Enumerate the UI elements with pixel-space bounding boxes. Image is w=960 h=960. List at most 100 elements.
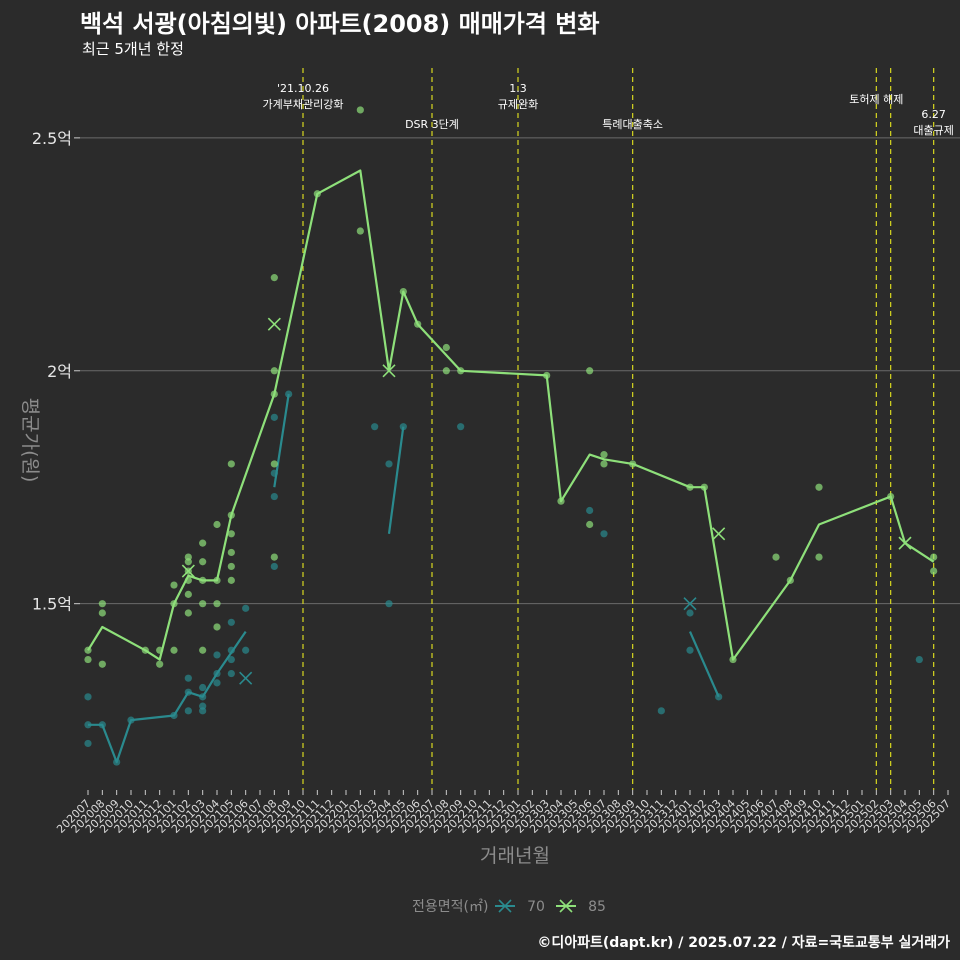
data-point [170,646,178,654]
event-label: DSR 3단계 [405,118,459,131]
data-point [815,483,823,491]
y-tick-label: 2억 [47,362,72,381]
data-point [227,460,235,468]
mean-marker [683,597,697,611]
event-label: 6.27 [921,108,946,121]
mean-marker-stroke [683,597,697,611]
mean-marker [712,527,726,541]
data-point [385,600,393,608]
data-point [227,669,235,678]
data-point [930,553,938,561]
data-point [442,343,450,352]
data-point [399,423,407,431]
event-label: 가계부채관리강화 [263,98,344,111]
data-point [586,506,594,515]
data-point [270,492,278,501]
data-point [371,423,379,431]
data-point [930,567,938,575]
mean-marker-stroke [181,564,195,578]
data-point [84,693,92,701]
legend-item-70: 70 [495,899,545,915]
data-point [98,660,106,668]
legend: 전용면적(㎡) 70 85 [412,899,606,915]
mean-marker [267,317,281,331]
series-85 [84,106,938,668]
chart-title: 백석 서광(아침의빛) 아파트(2008) 매매가격 변화 [80,10,600,38]
series-line [87,169,935,661]
data-point [586,520,594,529]
data-point [270,274,278,282]
data-point [213,679,221,687]
data-point [184,590,192,598]
data-point [98,600,106,608]
data-point [227,562,235,571]
data-point [285,390,293,398]
data-point [356,227,364,235]
data-point [227,576,235,584]
legend-title: 전용면적(㎡) [412,899,488,915]
chart-subtitle: 최근 5개년 한정 [82,40,184,58]
data-point [270,367,278,375]
data-point [457,423,465,431]
data-point [199,539,207,547]
data-point [84,739,92,748]
data-point [586,367,594,375]
data-point [242,646,250,654]
event-label: 특례대출축소 [602,118,663,131]
legend-item-85: 85 [556,899,606,915]
data-point [199,683,207,692]
series-line [273,393,290,488]
mean-marker [898,536,912,550]
event-label: 1.3 [509,82,527,95]
grid-layer [74,137,960,795]
data-point [199,600,207,608]
data-point [199,558,207,566]
source-caption: ©디아파트(dapt.kr) / 2025.07.22 / 자료=국토교통부 실… [537,935,950,951]
mean-marker-stroke [382,364,396,378]
series-line [387,426,405,534]
event-label: 대출규제 [913,124,953,137]
data-point [600,451,608,459]
data-point [686,609,694,617]
mean-marker [239,671,253,685]
data-point [184,553,192,561]
legend-label: 85 [588,899,606,915]
data-point [213,623,221,631]
series-line [88,630,247,764]
data-point [213,600,221,608]
data-point [270,553,278,561]
mean-marker-stroke [712,527,726,541]
data-point [199,646,207,654]
data-point [184,674,192,682]
mean-marker-stroke [898,536,912,550]
event-label: '21.10.26 [277,82,329,95]
data-point [385,460,393,468]
x-axis-title: 거래년월 [480,845,550,867]
data-point [84,655,92,664]
data-point [686,646,694,654]
data-point [815,553,823,561]
data-point [772,553,780,561]
data-point [227,530,235,538]
data-point [227,548,235,557]
data-point [98,609,106,617]
data-point [600,530,608,538]
legend-swatch-marker [559,899,573,913]
mean-marker-stroke [239,671,253,685]
data-point [184,707,192,715]
data-point [227,618,235,626]
data-point [242,604,250,612]
data-point [270,460,278,468]
data-point [657,707,665,715]
data-point [199,707,207,715]
y-axis-title: 평균가(원) [19,398,41,483]
data-point [156,660,164,668]
axis-layer: 거래년월 평균가(원) 1.5억2억2.5억202007202008202009… [19,129,953,867]
series-line [688,631,720,698]
mean-marker [382,364,396,378]
data-point [213,520,221,529]
data-point [356,106,364,114]
legend-swatch-marker [498,899,512,913]
data-point [184,609,192,617]
